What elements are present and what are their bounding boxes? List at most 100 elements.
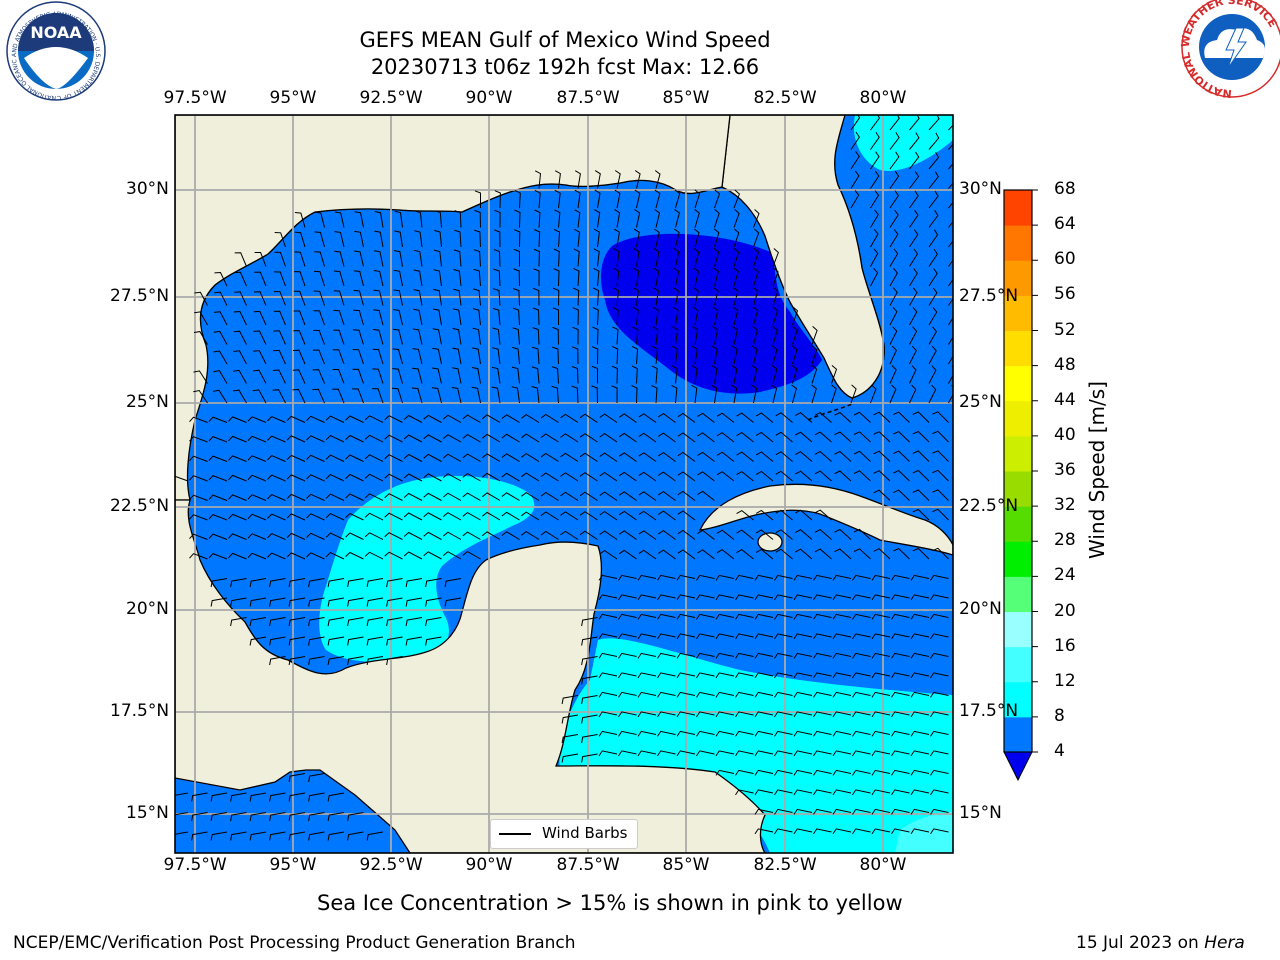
wind-barb xyxy=(910,652,930,659)
wind-barb xyxy=(733,248,740,267)
colorbar-tick-label: 20 xyxy=(1054,600,1076,621)
wind-barb xyxy=(912,489,930,501)
wind-barb xyxy=(425,617,442,627)
wind-barb xyxy=(671,384,678,404)
wind-barb xyxy=(909,209,919,228)
wind-barb xyxy=(909,306,918,326)
wind-barb xyxy=(634,209,641,228)
wind-barb xyxy=(873,450,891,462)
wind-barb xyxy=(715,594,735,601)
wind-barb xyxy=(832,574,852,581)
wind-barb xyxy=(581,753,598,763)
wind-barb xyxy=(638,530,657,540)
wind-barb xyxy=(353,309,364,326)
wind-barb xyxy=(696,691,715,698)
wind-barb xyxy=(247,513,267,521)
wind-barb xyxy=(423,512,442,521)
wind-barb xyxy=(733,209,740,228)
wind-barb xyxy=(553,248,560,267)
wind-barb xyxy=(715,574,735,581)
wind-barb xyxy=(658,471,676,482)
axis-tick-label: 22.5°N xyxy=(110,496,170,516)
wind-barb xyxy=(638,471,657,482)
wind-barb xyxy=(288,656,306,666)
wind-barb xyxy=(403,551,423,560)
wind-barb xyxy=(928,326,938,345)
wind-barb xyxy=(793,769,813,776)
wind-barb xyxy=(735,613,754,620)
wind-barb xyxy=(494,209,501,228)
wind-barb xyxy=(581,695,598,705)
wind-barb xyxy=(910,574,930,581)
wind-barb xyxy=(208,416,228,423)
wind-barb xyxy=(384,493,403,501)
wind-barb xyxy=(511,386,520,404)
wind-barb xyxy=(434,210,442,228)
wind-barb xyxy=(813,652,832,659)
wind-barb xyxy=(910,789,930,796)
wind-barb xyxy=(442,551,462,560)
wind-barb xyxy=(948,288,953,306)
wind-barb xyxy=(850,151,860,170)
wind-barb xyxy=(474,209,481,228)
wind-barb xyxy=(909,151,920,170)
wind-barb xyxy=(676,711,696,718)
wind-barb xyxy=(893,450,910,462)
wind-barb xyxy=(912,430,930,443)
colorbar-tick-label: 64 xyxy=(1054,214,1076,235)
wind-barb xyxy=(618,594,637,601)
wind-barb xyxy=(910,769,930,776)
wind-barb xyxy=(735,691,754,698)
wind-barb xyxy=(736,412,754,423)
wind-barb xyxy=(618,711,637,718)
footer-left: NCEP/EMC/Verification Post Processing Pr… xyxy=(13,933,576,953)
wind-barb xyxy=(889,190,900,209)
wind-barb xyxy=(249,597,267,607)
wind-barb xyxy=(453,269,462,287)
wind-barb xyxy=(501,414,520,423)
wind-barb xyxy=(909,190,919,209)
wind-barb xyxy=(189,455,208,462)
wind-barb xyxy=(444,578,462,588)
wind-barb xyxy=(754,672,774,679)
wind-barb xyxy=(716,451,735,462)
wind-barb xyxy=(366,656,384,666)
wind-barb xyxy=(928,365,937,384)
wind-barb xyxy=(532,327,540,345)
wind-barb xyxy=(677,451,696,462)
wind-barb xyxy=(909,132,920,150)
wind-barb xyxy=(228,494,247,501)
wind-barb xyxy=(793,691,813,698)
wind-barb xyxy=(327,597,345,607)
wind-barb xyxy=(871,652,891,659)
wind-barb xyxy=(581,617,598,627)
wind-barb xyxy=(334,231,345,248)
wind-barb xyxy=(889,287,898,306)
wind-barb xyxy=(521,452,540,462)
wind-barb xyxy=(306,513,325,521)
wind-barb xyxy=(573,248,580,267)
wind-barb xyxy=(793,711,813,718)
wind-barb xyxy=(735,711,754,718)
colorbar-under-extension xyxy=(1003,751,1033,782)
wind-barb xyxy=(754,769,774,776)
axis-tick-label: 15°N xyxy=(126,803,169,823)
wind-barb xyxy=(593,248,600,267)
wind-barb xyxy=(754,808,774,815)
noaa-logo: NOAA NATIONAL OCEANIC AND ATMOSPHERIC AD… xyxy=(0,0,106,101)
wind-barb xyxy=(347,656,364,666)
wind-barb xyxy=(711,365,718,384)
wind-barb xyxy=(364,454,384,462)
wind-barb xyxy=(514,229,521,248)
wind-barb xyxy=(658,510,676,521)
wind-barb xyxy=(735,594,754,601)
wind-barb xyxy=(795,412,813,423)
colorbar-segment xyxy=(1004,716,1032,753)
wind-barb xyxy=(755,509,774,521)
wind-barb xyxy=(474,190,481,208)
wind-barb xyxy=(692,326,699,345)
axis-tick-label: 82.5°W xyxy=(753,88,817,108)
wind-barb xyxy=(501,511,520,521)
wind-barb xyxy=(793,672,813,679)
wind-barb xyxy=(591,365,598,384)
